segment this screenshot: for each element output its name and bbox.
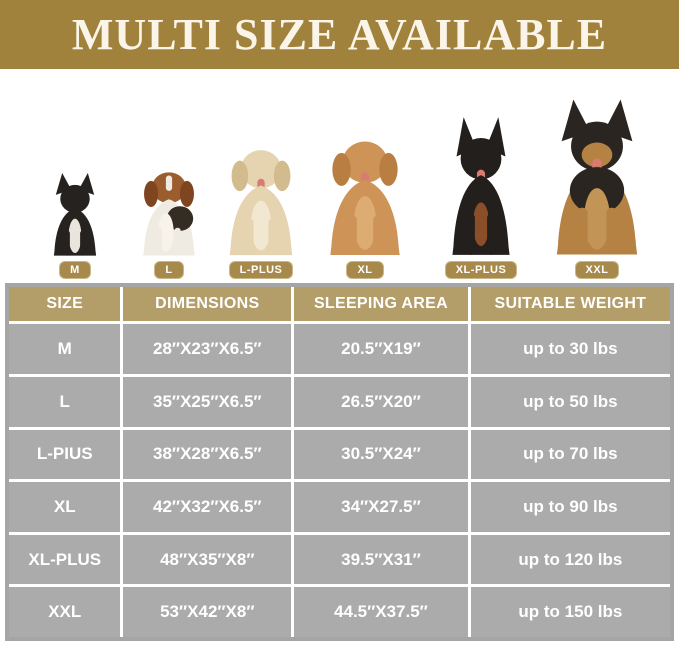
table-cell-suitable-weight: up to 70 lbs: [470, 429, 670, 480]
dog-muzzle-icon: [581, 142, 613, 168]
dog-head-icon: [240, 150, 282, 189]
dog-column-xxl: XXL: [538, 97, 656, 279]
dog-leg-icon: [246, 218, 254, 256]
dog-ear-icon: [231, 160, 249, 192]
dog-illustration-german-shepherd: [556, 99, 638, 255]
dog-column-xl: XL: [314, 123, 416, 279]
size-badge-xl: XL: [346, 261, 384, 279]
title-banner: MULTI SIZE AVAILABLE: [0, 0, 679, 69]
dog-size-lineup: M L L-PLUS: [0, 69, 679, 283]
table-cell-suitable-weight: up to 90 lbs: [470, 482, 670, 532]
size-table: SIZE DIMENSIONS SLEEPING AREA SUITABLE W…: [5, 283, 674, 641]
table-cell-suitable-weight: up to 120 lbs: [470, 534, 670, 585]
table-cell-size: L-PIUS: [9, 429, 121, 480]
table-cell-dimensions: 42″X32″X6.5″: [123, 482, 292, 532]
dog-leg-icon: [155, 227, 162, 256]
table-cell-dimensions: 53″X42″X8″: [123, 587, 292, 637]
table-cell-sleeping-area: 30.5″X24″: [294, 429, 468, 480]
table-cell-sleeping-area: 44.5″X37.5″: [294, 587, 468, 637]
table-cell-size: M: [9, 324, 121, 374]
dog-illustration-french-bulldog: [53, 172, 97, 256]
size-badge-l-plus: L-PLUS: [228, 261, 294, 279]
dog-leg-icon: [268, 218, 276, 256]
size-badge-xl-plus: XL-PLUS: [444, 261, 518, 279]
table-header-dimensions: DIMENSIONS: [123, 287, 292, 322]
dog-leg-icon: [576, 207, 588, 255]
dog-saddle-icon: [166, 206, 194, 231]
dog-leg-icon: [80, 230, 86, 256]
dog-illustration-golden-retriever-puppy: [229, 150, 293, 256]
dog-head-icon: [342, 141, 388, 183]
table-cell-sleeping-area: 39.5″X31″: [294, 534, 468, 585]
dog-chest-icon: [250, 200, 272, 251]
dog-head-icon: [60, 184, 90, 213]
table-header-size: SIZE: [9, 287, 121, 322]
dog-blaze-icon: [165, 175, 173, 191]
dog-leg-icon: [64, 230, 70, 256]
table-cell-size: XL: [9, 482, 121, 532]
size-badge-xxl: XXL: [574, 261, 620, 279]
dog-ear-icon: [379, 152, 398, 186]
dog-ear-icon: [144, 180, 159, 207]
table-cell-size: XL-PLUS: [9, 534, 121, 585]
table-cell-dimensions: 38″X28″X6.5″: [123, 429, 292, 480]
dog-illustration-beagle: [143, 172, 195, 256]
dog-leg-icon: [606, 207, 618, 255]
size-badge-m: M: [59, 261, 91, 279]
dog-ear-icon: [273, 160, 291, 192]
table-cell-dimensions: 48″X35″X8″: [123, 534, 292, 585]
dog-column-m: M: [43, 171, 107, 279]
dog-column-l: L: [130, 157, 208, 279]
table-cell-dimensions: 28″X23″X6.5″: [123, 324, 292, 374]
page-title: MULTI SIZE AVAILABLE: [71, 10, 608, 59]
dog-leg-icon: [466, 213, 475, 255]
table-cell-suitable-weight: up to 150 lbs: [470, 587, 670, 637]
dog-column-xl-plus: XL-PLUS: [430, 115, 532, 279]
dog-head-icon: [460, 137, 502, 180]
size-badge-l: L: [154, 261, 184, 279]
size-table-grid: SIZE DIMENSIONS SLEEPING AREA SUITABLE W…: [9, 287, 670, 637]
table-cell-size: L: [9, 376, 121, 427]
dog-illustration-doberman: [452, 117, 510, 255]
dog-ear-icon: [332, 152, 351, 186]
table-cell-size: XXL: [9, 587, 121, 637]
dog-chest-icon: [472, 202, 490, 247]
dog-leg-icon: [373, 215, 382, 255]
dog-leg-icon: [174, 227, 181, 256]
table-header-suitable-weight: SUITABLE WEIGHT: [470, 287, 670, 322]
dog-illustration-golden-retriever: [330, 141, 400, 255]
dog-column-l-plus: L-PLUS: [215, 133, 307, 279]
dog-chest-icon: [353, 196, 377, 250]
table-header-sleeping-area: SLEEPING AREA: [294, 287, 468, 322]
table-cell-suitable-weight: up to 30 lbs: [470, 324, 670, 374]
table-cell-sleeping-area: 34″X27.5″: [294, 482, 468, 532]
dog-leg-icon: [487, 213, 496, 255]
dog-ear-icon: [179, 180, 194, 207]
dog-chest-icon: [584, 188, 610, 250]
dog-chest-icon: [68, 218, 82, 254]
table-cell-suitable-weight: up to 50 lbs: [470, 376, 670, 427]
table-cell-dimensions: 35″X25″X6.5″: [123, 376, 292, 427]
table-cell-sleeping-area: 26.5″X20″: [294, 376, 468, 427]
dog-leg-icon: [348, 215, 357, 255]
table-cell-sleeping-area: 20.5″X19″: [294, 324, 468, 374]
